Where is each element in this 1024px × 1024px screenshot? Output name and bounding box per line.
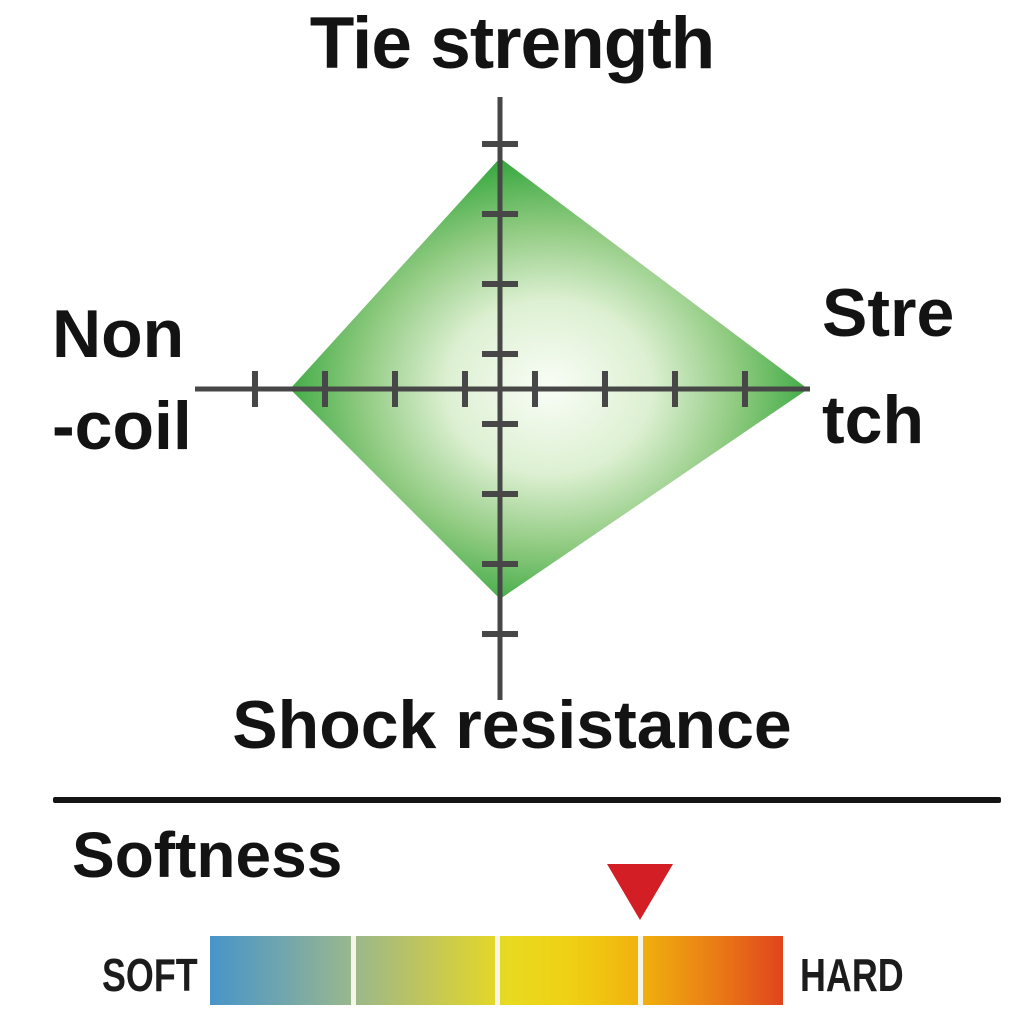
non-coil-label: Non -coil: [52, 288, 192, 473]
stretch-label: Stre tch: [822, 260, 954, 475]
non-coil-line1: Non: [52, 296, 185, 372]
section-divider: [53, 797, 1001, 803]
soft-end-label: SOFT: [102, 949, 198, 1001]
softness-gradient-bar: [210, 936, 783, 1005]
bar-segment-separator: [494, 936, 500, 1005]
radar-diamond: [290, 158, 808, 599]
bar-segment-separator: [351, 936, 357, 1005]
non-coil-line2: -coil: [52, 388, 192, 465]
hard-end-label: HARD: [800, 949, 904, 1001]
stretch-line2: tch: [822, 382, 924, 459]
stretch-line1: Stre: [822, 275, 955, 351]
tie-strength-label: Tie strength: [309, 3, 715, 84]
shock-resistance-label: Shock resistance: [232, 687, 792, 763]
softness-marker-triangle-icon: [606, 864, 673, 920]
bar-segment-separator: [637, 936, 643, 1005]
softness-label: Softness: [72, 819, 343, 891]
